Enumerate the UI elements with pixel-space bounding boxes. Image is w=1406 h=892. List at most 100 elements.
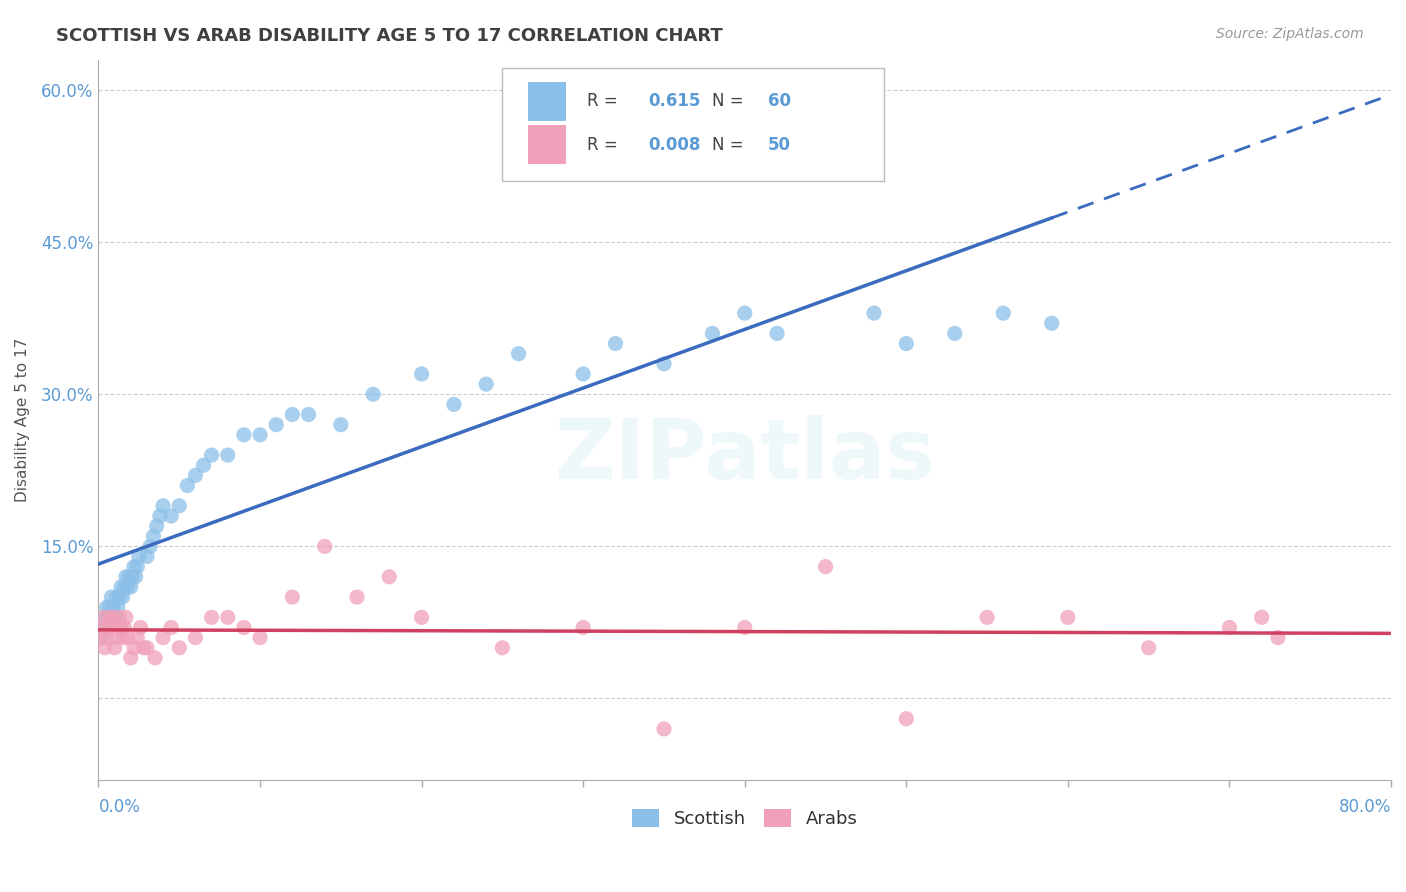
Point [108,590,131,604]
Point [176,478,198,492]
Point [1267,631,1289,645]
FancyBboxPatch shape [502,69,884,180]
Point [127,631,149,645]
Point [149,508,172,523]
Point [1218,620,1240,634]
Point [128,549,150,564]
Point [94,640,117,655]
Point [104,610,127,624]
Point [411,367,433,381]
Point [100,590,122,604]
Point [281,590,304,604]
Text: SCOTTISH VS ARAB DISABILITY AGE 5 TO 17 CORRELATION CHART: SCOTTISH VS ARAB DISABILITY AGE 5 TO 17 … [56,27,723,45]
Point [200,610,222,624]
Point [475,377,498,392]
Point [160,508,183,523]
Point [491,640,513,655]
Point [167,640,190,655]
Point [94,610,117,624]
Point [143,651,166,665]
Point [160,620,183,634]
Point [110,580,132,594]
Point [217,610,239,624]
Point [814,154,837,169]
Point [97,620,120,634]
Text: 0.615: 0.615 [648,93,700,111]
Point [443,397,465,411]
Point [124,570,146,584]
Point [572,620,595,634]
Point [863,306,886,320]
Point [122,559,145,574]
Point [105,590,128,604]
Point [167,499,190,513]
Text: N =: N = [713,93,749,111]
Point [184,468,207,483]
Point [297,408,319,422]
Point [184,631,207,645]
Text: 80.0%: 80.0% [1339,797,1391,816]
Point [605,336,627,351]
Point [96,631,118,645]
Point [120,580,142,594]
Point [115,610,138,624]
Point [249,631,271,645]
Point [101,610,124,624]
Point [107,620,129,634]
Point [193,458,215,473]
Point [152,631,174,645]
Text: 60: 60 [768,93,792,111]
Point [98,600,121,615]
Point [814,559,837,574]
Point [111,631,134,645]
Point [652,357,675,371]
Point [1057,610,1080,624]
Point [98,610,121,624]
Text: 50: 50 [768,136,792,153]
Point [121,570,143,584]
Point [112,580,135,594]
Point [145,519,167,533]
Point [361,387,384,401]
Point [120,651,142,665]
Point [346,590,368,604]
Point [378,570,401,584]
Point [142,529,165,543]
Point [110,620,132,634]
Point [129,620,152,634]
Point [232,427,254,442]
FancyBboxPatch shape [527,81,567,121]
Point [132,640,155,655]
Point [105,631,128,645]
Text: 0.008: 0.008 [648,136,700,153]
FancyBboxPatch shape [527,125,567,164]
Point [1040,316,1063,330]
Point [281,408,304,422]
Point [572,367,595,381]
Point [111,590,134,604]
Point [1250,610,1272,624]
Point [101,600,124,615]
Point [104,640,127,655]
Point [97,610,120,624]
Point [91,610,114,624]
Point [90,631,112,645]
Text: R =: R = [588,136,623,153]
Text: N =: N = [713,136,749,153]
Point [702,326,724,341]
Point [117,631,139,645]
Point [976,610,998,624]
Point [200,448,222,462]
Point [122,640,145,655]
Point [117,580,139,594]
Point [136,549,159,564]
Point [264,417,287,432]
Point [1137,640,1160,655]
Text: ZIPatlas: ZIPatlas [554,415,935,496]
Point [139,540,162,554]
Point [112,620,135,634]
Point [127,559,149,574]
Text: R =: R = [588,93,623,111]
Point [115,570,138,584]
Point [91,620,114,634]
